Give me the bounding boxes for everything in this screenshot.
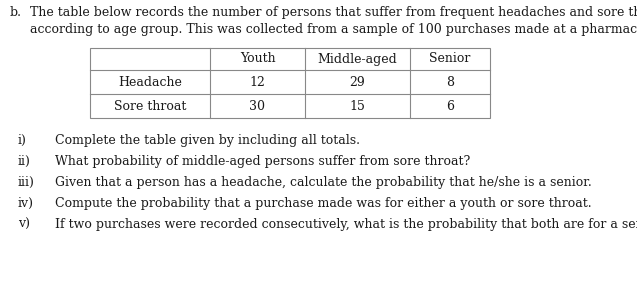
Text: iv): iv) bbox=[18, 197, 34, 210]
Text: If two purchases were recorded consecutively, what is the probability that both : If two purchases were recorded consecuti… bbox=[55, 218, 637, 231]
Text: 15: 15 bbox=[350, 100, 366, 112]
Text: 8: 8 bbox=[446, 76, 454, 88]
Text: The table below records the number of persons that suffer from frequent headache: The table below records the number of pe… bbox=[30, 6, 637, 19]
Bar bbox=[90, 48, 490, 118]
Text: Compute the probability that a purchase made was for either a youth or sore thro: Compute the probability that a purchase … bbox=[55, 197, 592, 210]
Text: according to age group. This was collected from a sample of 100 purchases made a: according to age group. This was collect… bbox=[30, 23, 637, 36]
Text: 30: 30 bbox=[250, 100, 266, 112]
Text: v): v) bbox=[18, 218, 30, 231]
Text: Youth: Youth bbox=[240, 53, 275, 65]
Text: 29: 29 bbox=[350, 76, 366, 88]
Text: Middle-aged: Middle-aged bbox=[318, 53, 397, 65]
Text: Senior: Senior bbox=[429, 53, 471, 65]
Text: Complete the table given by including all totals.: Complete the table given by including al… bbox=[55, 134, 360, 147]
Text: Headache: Headache bbox=[118, 76, 182, 88]
Text: Sore throat: Sore throat bbox=[114, 100, 186, 112]
Text: 12: 12 bbox=[250, 76, 266, 88]
Text: i): i) bbox=[18, 134, 27, 147]
Text: 6: 6 bbox=[446, 100, 454, 112]
Text: iii): iii) bbox=[18, 176, 35, 189]
Text: What probability of middle-aged persons suffer from sore throat?: What probability of middle-aged persons … bbox=[55, 155, 470, 168]
Text: ii): ii) bbox=[18, 155, 31, 168]
Text: b.: b. bbox=[10, 6, 22, 19]
Text: Given that a person has a headache, calculate the probability that he/she is a s: Given that a person has a headache, calc… bbox=[55, 176, 592, 189]
